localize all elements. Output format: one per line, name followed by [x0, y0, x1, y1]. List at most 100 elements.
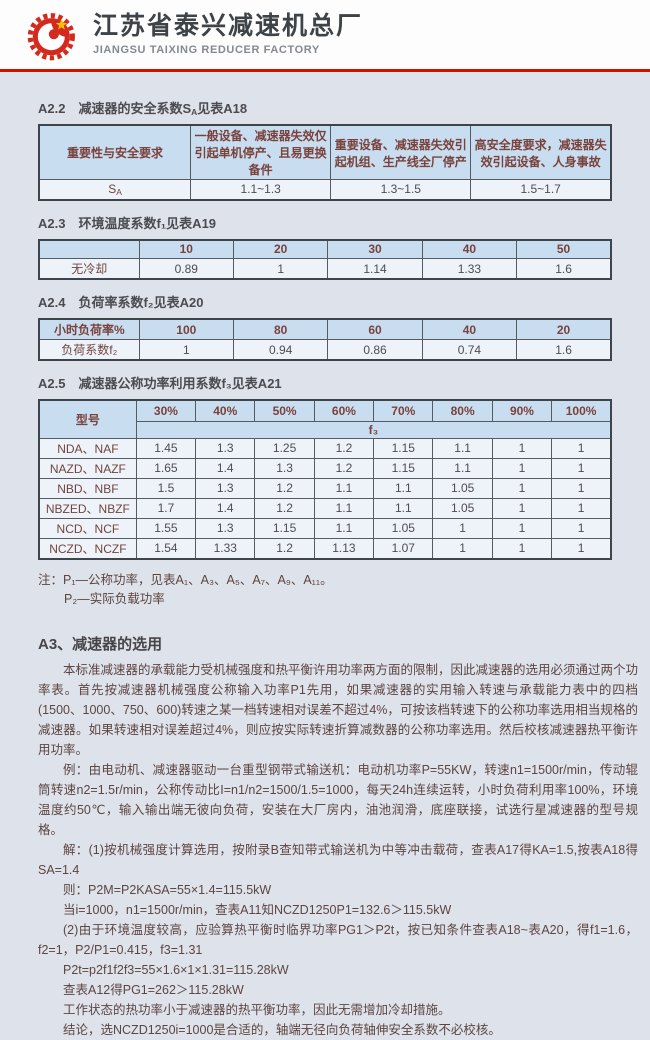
table-row: NDA、NAF 1.45 1.3 1.25 1.2 1.15 1.1 1 1 [38, 437, 612, 459]
table-header-cell: 10 [138, 239, 234, 259]
table-header-cell: 60 [327, 318, 423, 340]
section-heading-a3: A3、减速器的选用 [38, 635, 163, 653]
table-row: NBD、NBF 1.5 1.3 1.2 1.1 1.1 1.05 1 1 [38, 477, 612, 499]
table-cell: 1 [551, 497, 612, 519]
table-cell: 1.65 [135, 457, 197, 479]
table-cell: 1.1 [313, 477, 375, 499]
label-base: S [108, 181, 117, 196]
subscript: A [191, 107, 198, 117]
row-label-cell: NBD、NBF [38, 477, 137, 499]
row-label-cell: NCZD、NCZF [38, 537, 137, 559]
table-a21-power-utilization: 型号 30% 40% 50% 60% 70% 80% 90% 100% f₃ N… [38, 399, 612, 560]
paragraph: 例：由电动机、减速器驱动一台重型钢带式输送机：电动机功率P=55KW，转速n1=… [38, 762, 638, 837]
section-number: A2.5 [38, 376, 66, 391]
table-header-cell: 重要性与安全要求 [38, 124, 192, 180]
table-row: SA 1.1~1.3 1.3~1.5 1.5~1.7 [38, 179, 612, 200]
company-name-en: JIANGSU TAIXING REDUCER FACTORY [93, 43, 320, 56]
table-row: NAZD、NAZF 1.65 1.4 1.3 1.2 1.15 1.1 1 1 [38, 457, 612, 479]
table-cell: 1.7 [135, 497, 197, 519]
table-cell: 1.3 [195, 517, 256, 539]
table-cell: 1.1 [313, 497, 375, 519]
table-cell: 1.4 [195, 497, 256, 519]
section-number: A2.3 [38, 215, 66, 231]
table-cell: 1.15 [254, 517, 315, 539]
table-cell: 1 [491, 477, 553, 499]
table-a20-load-factor: 小时负荷率% 100 80 60 40 20 负荷系数f₂ 1 0.94 0.8… [38, 318, 612, 361]
table-header-cell: 20 [516, 318, 612, 340]
table-header-row: 型号 30% 40% 50% 60% 70% 80% 90% 100% [38, 399, 612, 439]
section-heading-a25: A2.5 减速器公称功率利用系数f₃见表A21 [38, 373, 638, 392]
table-cell: 1.05 [373, 517, 434, 539]
table-a19-temperature-factor: 10 20 30 40 50 无冷却 0.89 1 1.14 1.33 1.6 [38, 238, 612, 280]
table-header-cell: 40 [421, 318, 518, 340]
table-cell: 1 [432, 537, 493, 559]
table-cell: 1.13 [313, 537, 375, 559]
paragraph: P2t=p2f1f2f3=55×1.6×1×1.31=115.28kW [63, 962, 289, 977]
paragraph: 工作状态的热功率小于减速器的热平衡功率，因此无需增加冷却措施。 [63, 1002, 451, 1017]
header-title-block: 江苏省泰兴减速机总厂 JIANGSU TAIXING REDUCER FACTO… [93, 13, 363, 56]
table-header-cell-model: 型号 [38, 399, 137, 439]
label-subscript: A [116, 186, 122, 197]
table-cell: 0.94 [232, 339, 329, 361]
table-cell: 1 [491, 517, 553, 539]
row-label-cell: SA [38, 179, 192, 200]
section-title-text: 环境温度系数f₁见表A19 [78, 215, 217, 231]
table-cell: 1 [551, 437, 612, 459]
section-heading-a22: A2.2 减速器的安全系数SA见表A18 [38, 98, 638, 117]
table-cell: 1 [432, 517, 493, 539]
paragraph: 解：(1)按机械强度计算选用，按附录B查知带式输送机为中等冲击载荷，查表A17得… [38, 842, 638, 877]
section-number: A2.2 [38, 101, 66, 116]
table-cell: 1.15 [373, 457, 434, 479]
table-row: 无冷却 0.89 1 1.14 1.33 1.6 [38, 258, 612, 280]
table-cell: 1.2 [254, 537, 315, 559]
table-header-cell: 40 [421, 239, 518, 259]
table-cell: 0.86 [327, 339, 423, 361]
table-cell: 1.33 [195, 537, 256, 559]
table-cell: 1 [491, 497, 553, 519]
table-cell: 1.14 [327, 258, 423, 280]
table-cell: 1.2 [313, 437, 375, 459]
table-header-cell: 50% [254, 399, 315, 422]
table-header-cell: 一般设备、减速器失效仅引起单机停产、且易更换备件 [190, 124, 332, 180]
table-cell: 1.33 [421, 258, 518, 280]
table-cell: 1.1 [373, 477, 434, 499]
table-header-cell: 50 [516, 239, 612, 259]
section-title-text: 减速器公称功率利用系数f₃见表A21 [78, 376, 282, 391]
paragraph: 当i=1000，n1=1500r/min，查表A11知NCZD1250P1=13… [63, 902, 452, 917]
table-header-cell: 80% [432, 399, 493, 422]
table-header-cell-f3: f₃ [135, 420, 612, 439]
table-cell: 1.1 [432, 457, 493, 479]
table-cell: 1 [491, 537, 553, 559]
section-heading-a24: A2.4 负荷率系数f₂见表A20 [38, 292, 638, 311]
table-cell: 1.2 [313, 457, 375, 479]
table-header-cell: 90% [491, 399, 553, 422]
row-label-cell: NAZD、NAZF [38, 457, 137, 479]
table-cell: 1 [551, 517, 612, 539]
table-cell: 1.05 [432, 477, 493, 499]
table-header-row: 10 20 30 40 50 [38, 239, 612, 259]
table-row: 负荷系数f₂ 1 0.94 0.86 0.74 1.6 [38, 339, 612, 361]
table-header-cell: 30% [135, 399, 197, 422]
table-cell: 0.89 [138, 258, 234, 280]
section-title-text: 负荷率系数f₂见表A20 [78, 295, 204, 310]
section-title-text: 减速器的安全系数S [78, 101, 192, 116]
table-subheader-row: f₃ [39, 420, 612, 439]
section-heading-a23: A2.3 环境温度系数f₁见表A19 [38, 213, 638, 232]
table-header-cell [38, 239, 140, 259]
paragraph: 查表A12得PG1=262＞115.28kW [63, 982, 244, 997]
table-cell: 1.2 [254, 477, 315, 499]
table-note-line1: 注：P₁—公称功率，见表A₁、A₃、A₅、A₇、A₉、A₁₁。 [38, 572, 333, 587]
table-header-cell: 70% [373, 399, 434, 422]
table-cell: 1 [551, 537, 612, 559]
company-name-cn: 江苏省泰兴减速机总厂 [93, 12, 364, 41]
table-cell: 1.3 [195, 437, 256, 459]
table-cell: 1 [551, 477, 612, 499]
section-title-ref: 见表A18 [197, 101, 248, 116]
table-cell: 1.1~1.3 [190, 179, 332, 200]
table-header-cell: 小时负荷率% [38, 318, 140, 340]
table-header-cell: 高安全度要求，减速器失效引起设备、人身事故 [470, 124, 612, 180]
row-label-cell: 负荷系数f₂ [38, 339, 140, 361]
table-cell: 1.5~1.7 [470, 179, 612, 200]
gear-star-logo-icon [26, 8, 80, 62]
document-body: A2.2 减速器的安全系数SA见表A18 重要性与安全要求 一般设备、减速器失效仅… [0, 72, 650, 1040]
